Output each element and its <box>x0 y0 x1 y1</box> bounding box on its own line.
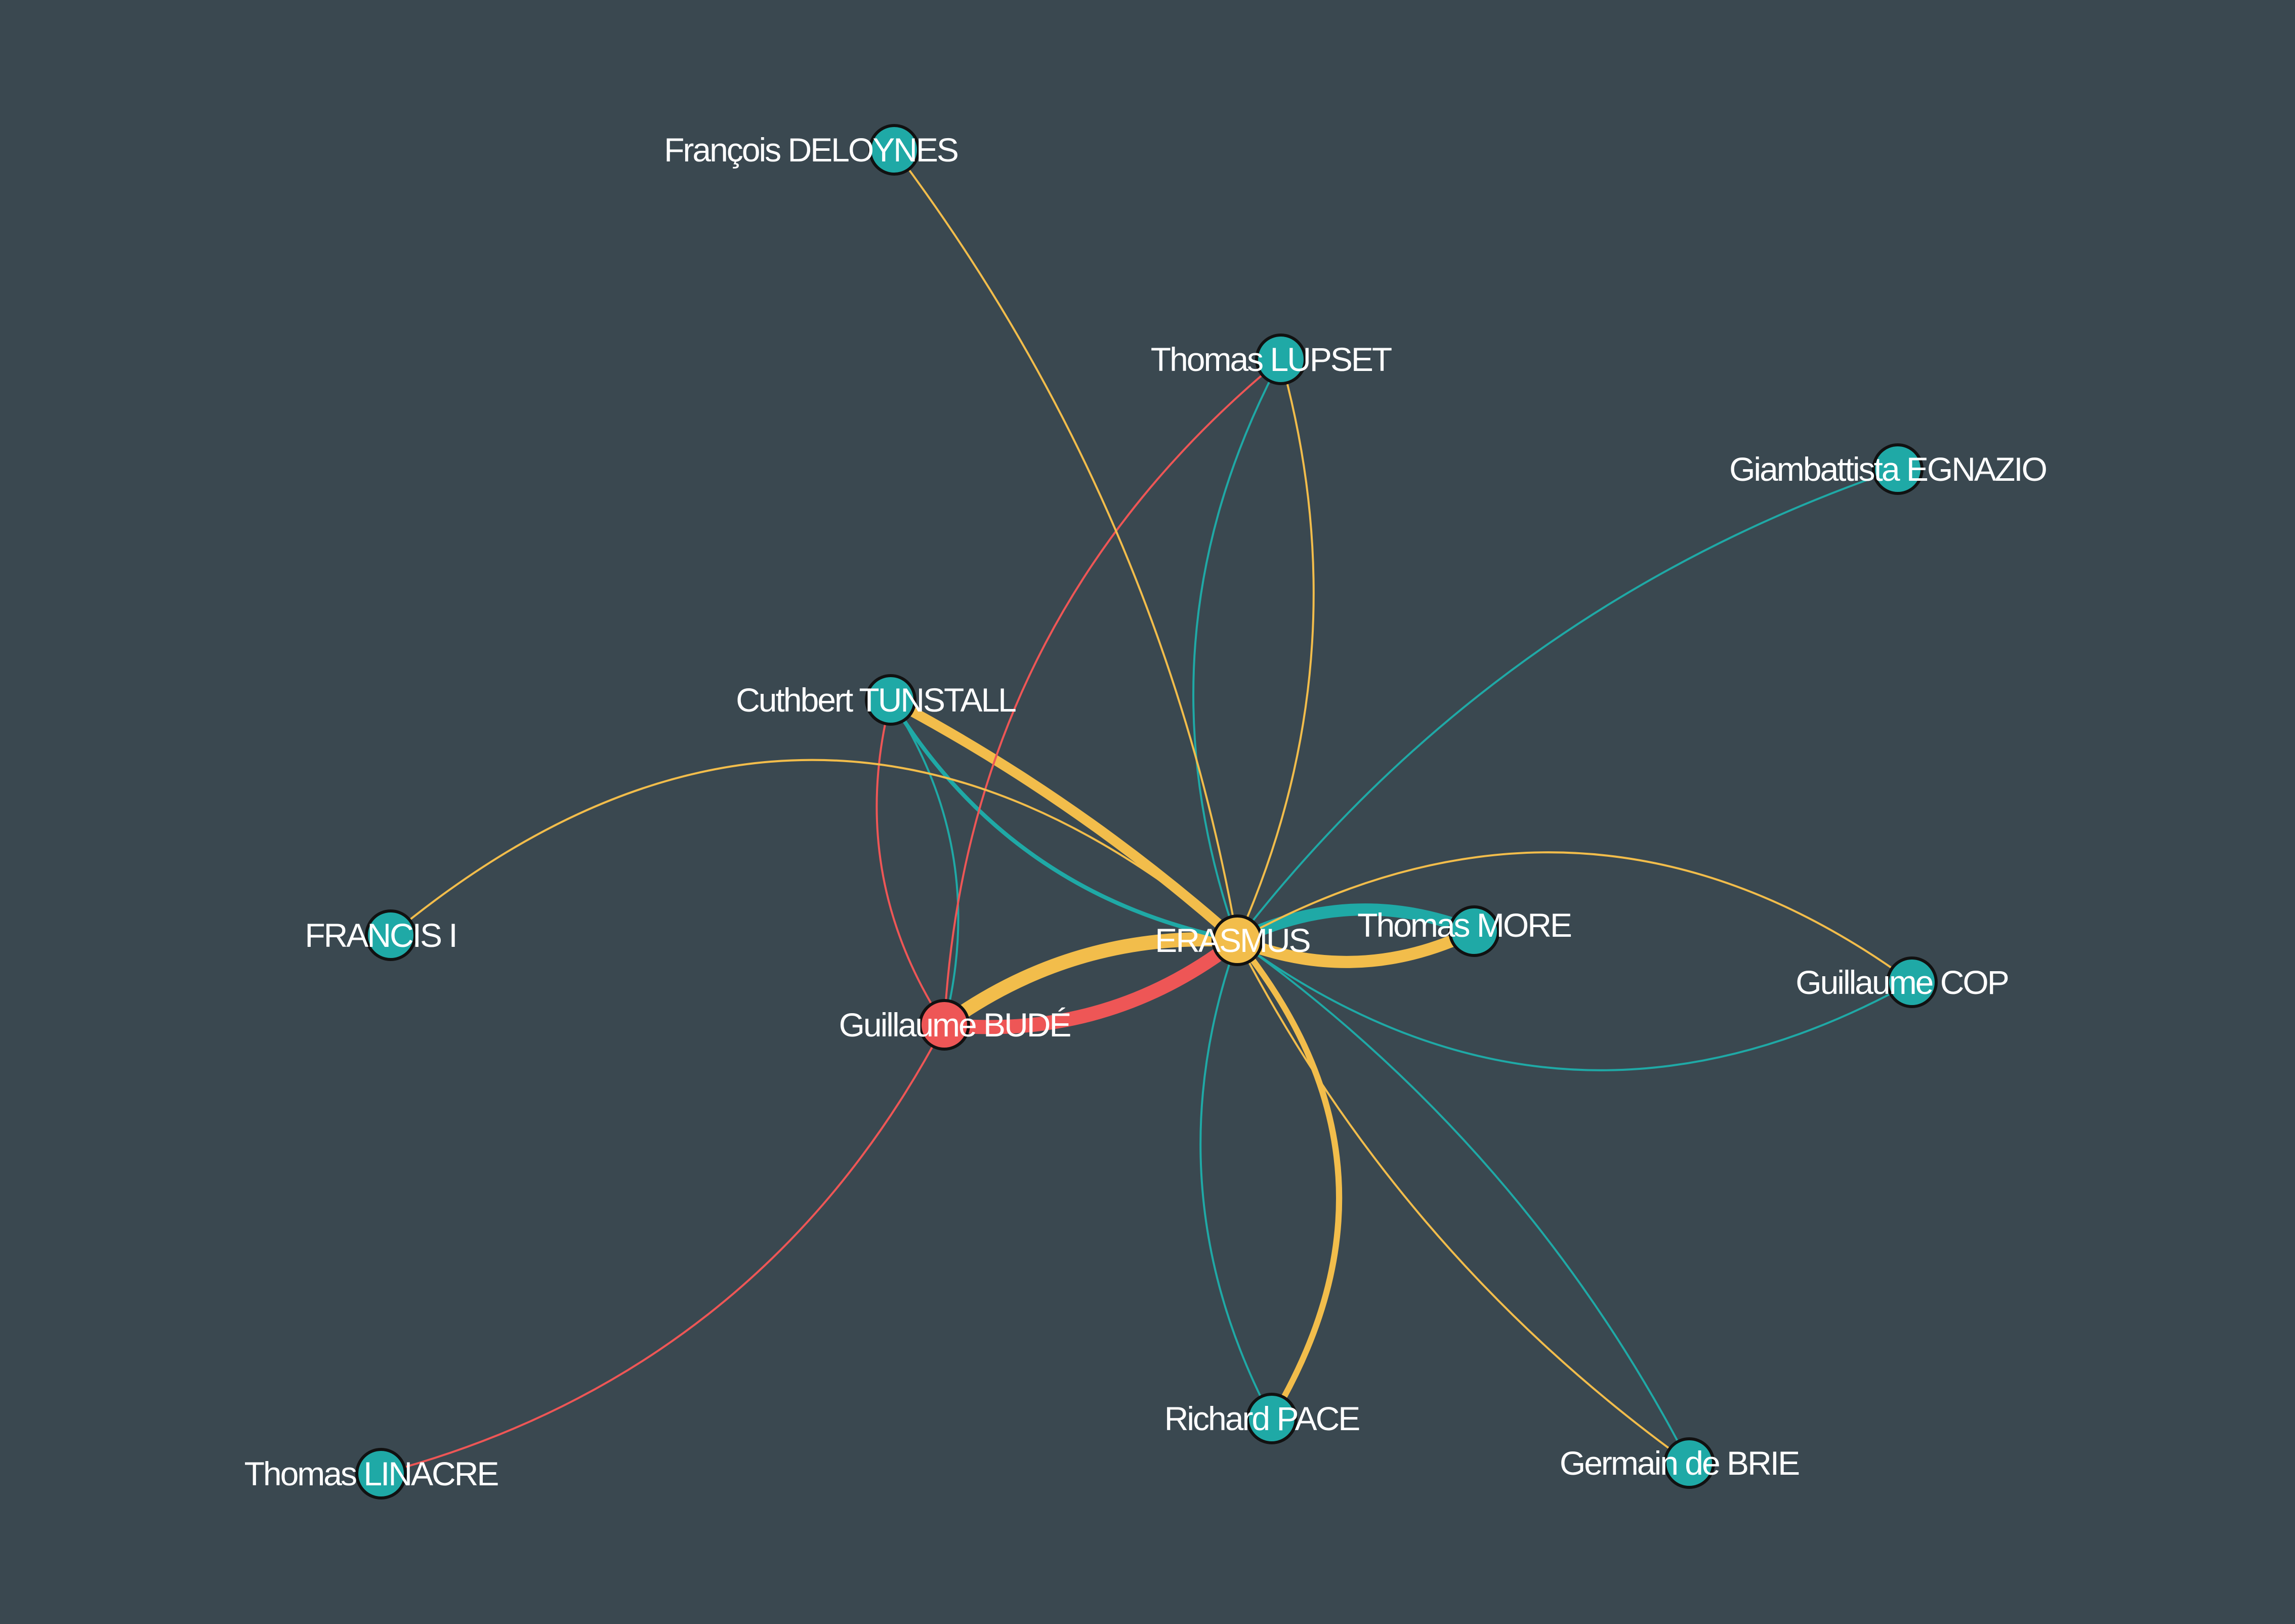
node-label-lupset: Thomas LUPSET <box>1151 341 1392 378</box>
node-label-brie: Germain de BRIE <box>1560 1444 1799 1482</box>
node-label-tunstall: Cuthbert TUNSTALL <box>736 681 1016 719</box>
node-label-bude: Guillaume BUDÉ <box>839 1006 1071 1044</box>
node-label-more: Thomas MORE <box>1357 906 1571 944</box>
node-label-deloynes: François DELOYNES <box>664 131 957 169</box>
node-label-pace: Richard PACE <box>1164 1400 1360 1437</box>
node-label-egnazio: Giambattista EGNAZIO <box>1729 450 2047 488</box>
node-label-linacre: Thomas LINACRE <box>244 1455 498 1492</box>
node-label-erasmus: ERASMUS <box>1155 922 1309 959</box>
node-label-francis: FRANCIS I <box>305 917 456 954</box>
node-label-cop: Guillaume COP <box>1796 964 2008 1001</box>
